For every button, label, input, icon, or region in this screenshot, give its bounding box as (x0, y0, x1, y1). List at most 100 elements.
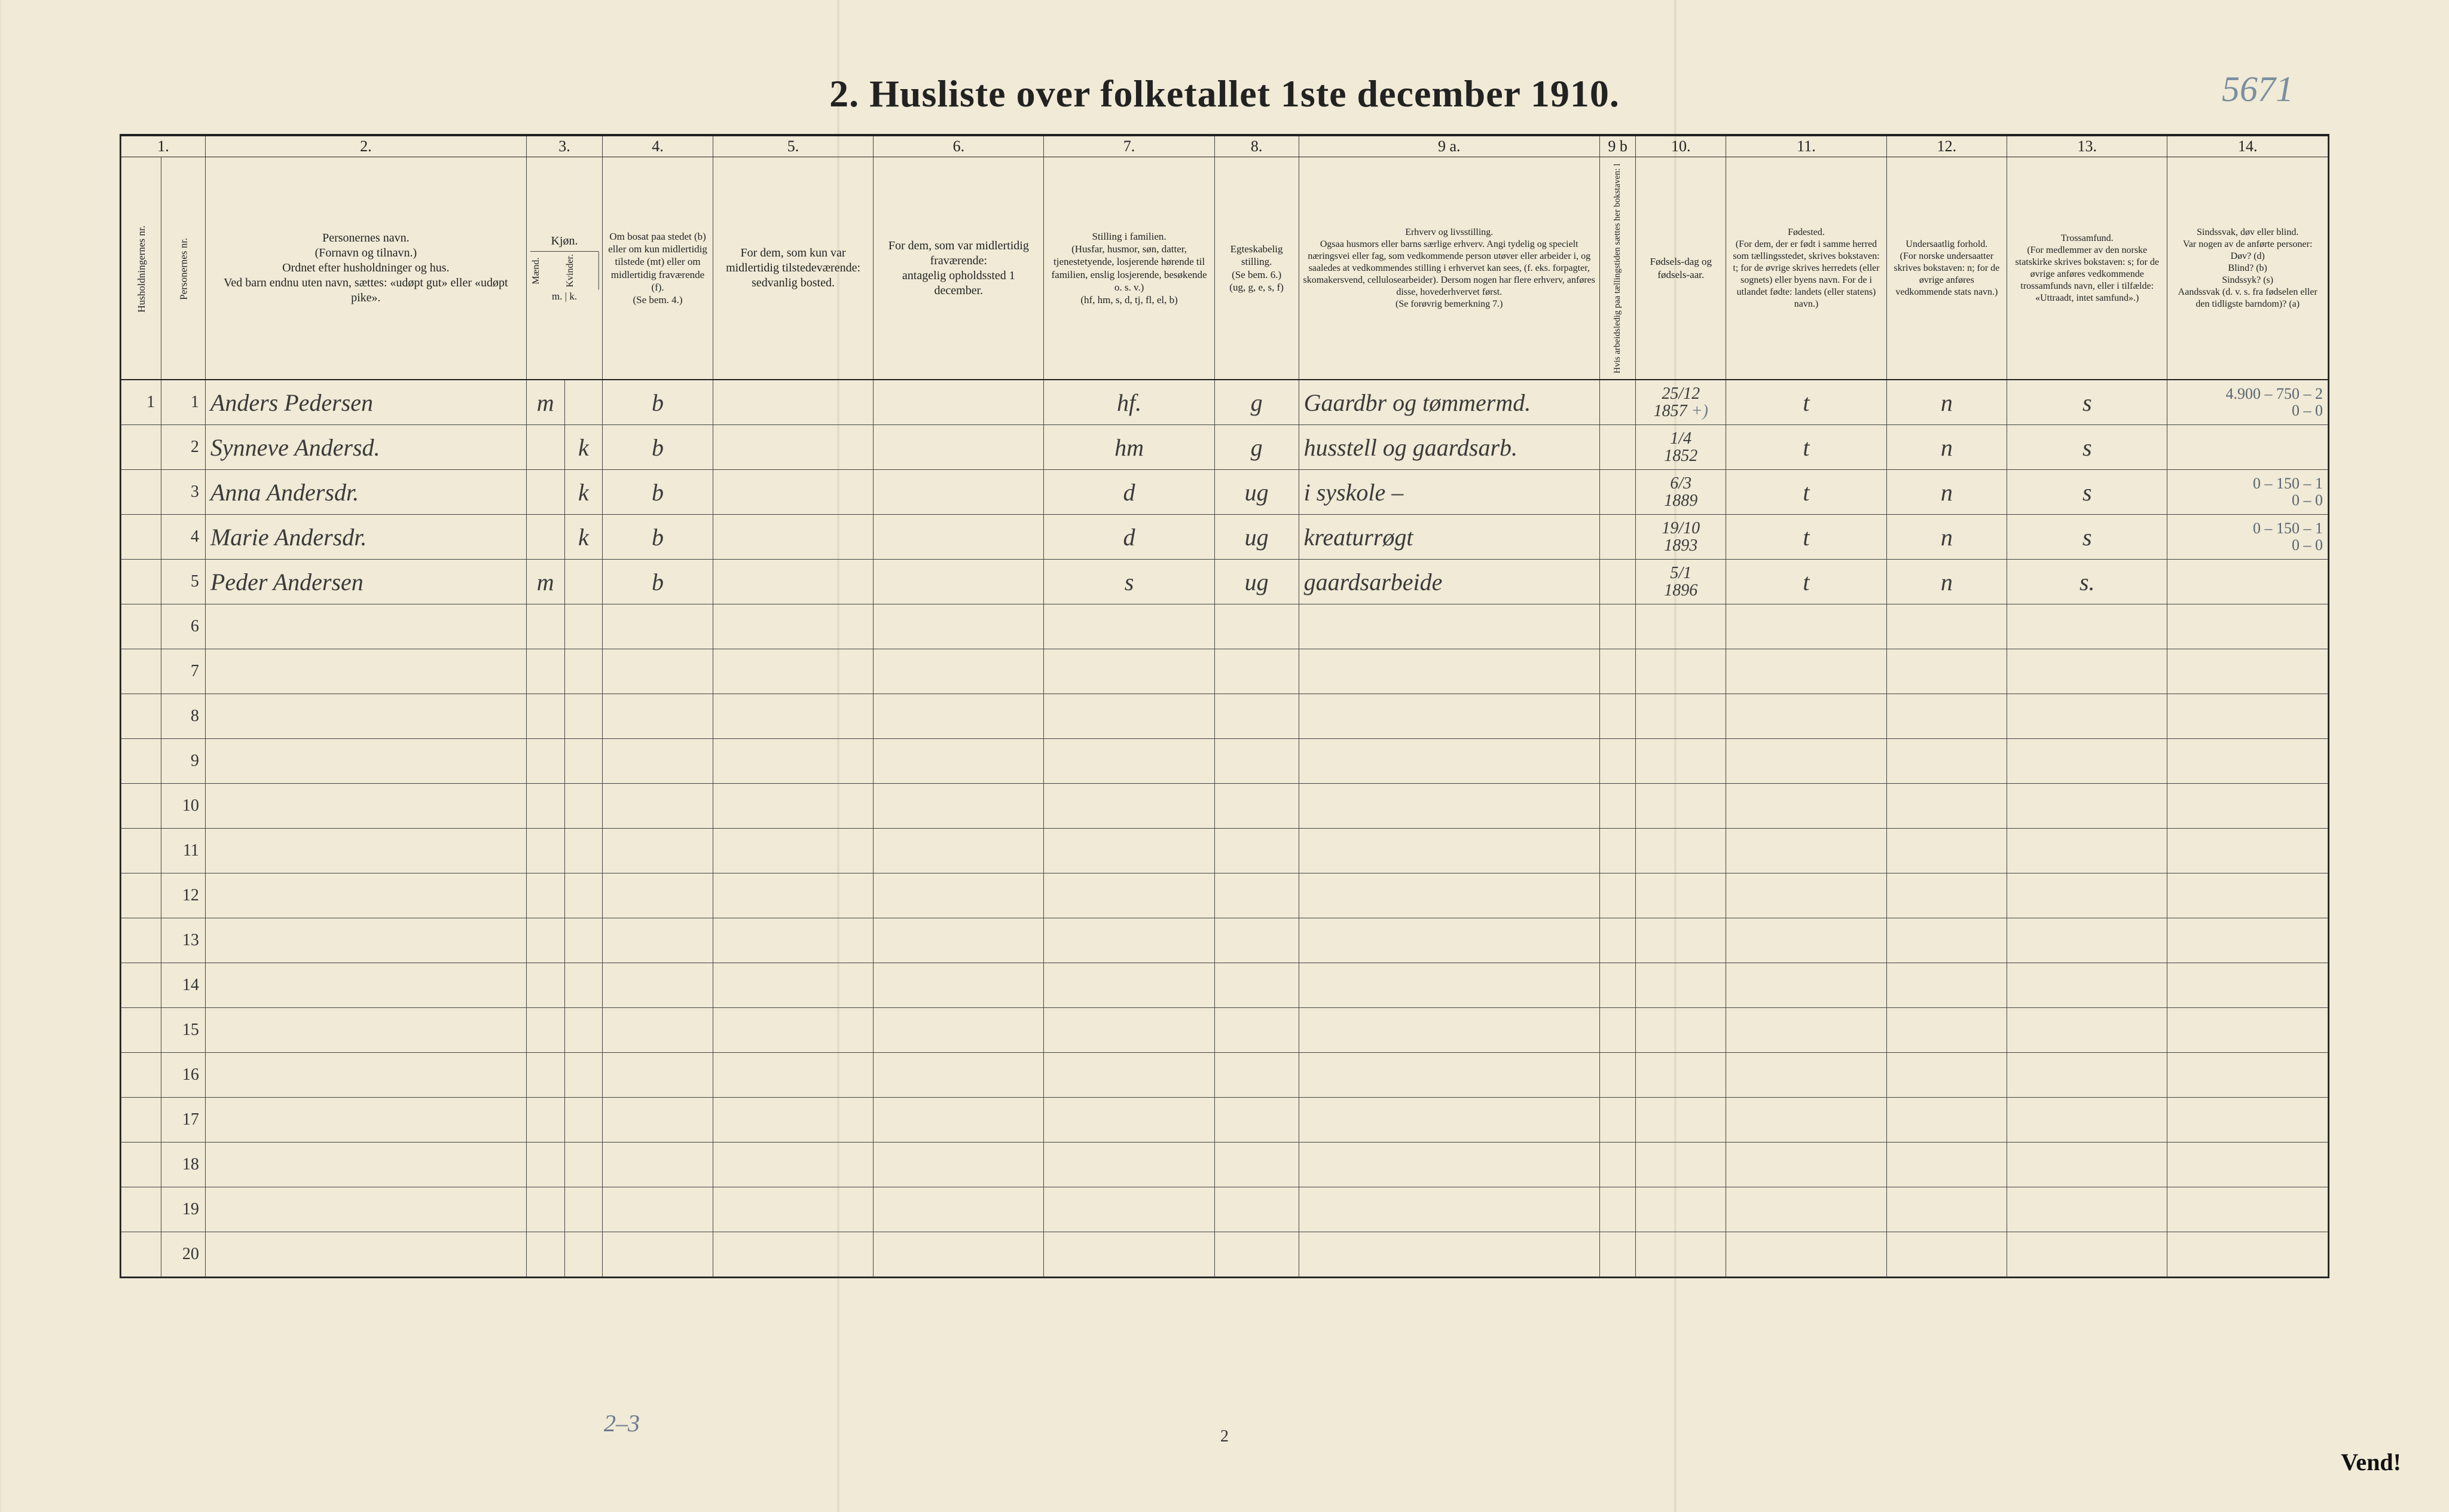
cell-empty (874, 1008, 1044, 1053)
cell-empty (1044, 739, 1214, 784)
cell-empty (713, 1053, 873, 1098)
cell-person-no: 1 (161, 380, 206, 425)
header-birthplace: Fødested. (For dem, der er født i samme … (1726, 157, 1886, 380)
cell-hh-no (121, 604, 161, 649)
cell-empty (2007, 1053, 2167, 1098)
cell-empty (874, 1232, 1044, 1277)
cell-birth: 1/41852 (1636, 425, 1726, 470)
cell-empty (1044, 963, 1214, 1008)
footer-page-number: 2 (0, 1427, 2449, 1446)
cell-empty (603, 1098, 713, 1143)
table-row: 10 (121, 784, 2328, 829)
cell-empty (526, 873, 564, 918)
cell-empty (713, 873, 873, 918)
table-row: 3Anna Andersdr.kbdugi syskole –6/31889tn… (121, 470, 2328, 515)
cell-person-no: 8 (161, 694, 206, 739)
cell-person-no: 7 (161, 649, 206, 694)
cell-empty (564, 1053, 603, 1098)
cell-empty (603, 829, 713, 873)
cell-empty (1599, 604, 1635, 649)
census-page: 5671 2. Husliste over folketallet 1ste d… (0, 0, 2449, 1512)
cell-sex-k: k (564, 470, 603, 515)
cell-marital: g (1214, 425, 1299, 470)
cell-sex-k: k (564, 515, 603, 560)
cell-empty (1886, 1187, 2007, 1232)
cell-empty (1886, 1008, 2007, 1053)
cell-empty (1886, 963, 2007, 1008)
cell-empty (1599, 1053, 1635, 1098)
cell-empty (526, 963, 564, 1008)
cell-hh-no (121, 1143, 161, 1187)
cell-empty (1044, 1187, 1214, 1232)
cell-person-no: 10 (161, 784, 206, 829)
cell-empty (205, 604, 526, 649)
column-numbers-row: 1. 2. 3. 4. 5. 6. 7. 8. 9 a. 9 b 10. 11.… (121, 136, 2328, 157)
cell-empty (1599, 739, 1635, 784)
cell-temp-present (713, 380, 873, 425)
cell-hh-no (121, 560, 161, 604)
cell-empty (603, 1187, 713, 1232)
cell-empty (603, 739, 713, 784)
table-body: 11Anders Pedersenmbhf.gGaardbr og tømmer… (121, 380, 2328, 1277)
table-row: 2Synneve Andersd.kbhmghusstell og gaards… (121, 425, 2328, 470)
cell-family-pos: s (1044, 560, 1214, 604)
cell-empty (2167, 1187, 2328, 1232)
cell-empty (1214, 1098, 1299, 1143)
cell-empty (564, 649, 603, 694)
cell-empty (1214, 739, 1299, 784)
cell-occupation: Gaardbr og tømmermd. (1299, 380, 1599, 425)
cell-empty (2007, 829, 2167, 873)
cell-temp-present (713, 560, 873, 604)
cell-empty (1599, 649, 1635, 694)
cell-unemployed (1599, 560, 1635, 604)
cell-person-no: 16 (161, 1053, 206, 1098)
table-row: 12 (121, 873, 2328, 918)
cell-empty (1214, 1008, 1299, 1053)
cell-empty (205, 1187, 526, 1232)
header-sex-k: Kvinder. (564, 252, 599, 290)
cell-empty (564, 873, 603, 918)
cell-person-no: 11 (161, 829, 206, 873)
cell-empty (1214, 604, 1299, 649)
cell-temp-absent (874, 560, 1044, 604)
cell-empty (1886, 918, 2007, 963)
cell-empty (564, 1008, 603, 1053)
cell-empty (713, 649, 873, 694)
cell-empty (526, 1098, 564, 1143)
cell-person-no: 14 (161, 963, 206, 1008)
cell-empty (874, 1143, 1044, 1187)
cell-empty (564, 963, 603, 1008)
cell-empty (1636, 1232, 1726, 1277)
cell-empty (1044, 918, 1214, 963)
cell-temp-absent (874, 380, 1044, 425)
header-temp-present: For dem, som kun var midlertidig tilsted… (713, 157, 873, 380)
cell-empty (526, 604, 564, 649)
cell-empty (205, 963, 526, 1008)
cell-empty (2167, 1053, 2328, 1098)
cell-hh-no (121, 1232, 161, 1277)
cell-empty (874, 829, 1044, 873)
cell-empty (603, 1053, 713, 1098)
cell-empty (564, 1232, 603, 1277)
cell-empty (2007, 604, 2167, 649)
page-number-handwritten: 5671 (2222, 69, 2294, 110)
cell-empty (205, 1098, 526, 1143)
cell-empty (1726, 649, 1886, 694)
cell-empty (1886, 1143, 2007, 1187)
header-occupation: Erhverv og livsstilling. Ogsaa husmors e… (1299, 157, 1599, 380)
cell-person-no: 2 (161, 425, 206, 470)
cell-empty (1214, 694, 1299, 739)
cell-empty (603, 918, 713, 963)
cell-empty (1886, 1053, 2007, 1098)
cell-empty (2007, 1008, 2167, 1053)
header-faith: Trossamfund. (For medlemmer av den norsk… (2007, 157, 2167, 380)
cell-birth: 5/11896 (1636, 560, 1726, 604)
cell-empty (1636, 829, 1726, 873)
cell-empty (1299, 694, 1599, 739)
cell-empty (874, 873, 1044, 918)
cell-empty (1599, 1098, 1635, 1143)
cell-empty (1726, 873, 1886, 918)
cell-nationality: n (1886, 515, 2007, 560)
cell-empty (2167, 1098, 2328, 1143)
cell-empty (713, 1008, 873, 1053)
